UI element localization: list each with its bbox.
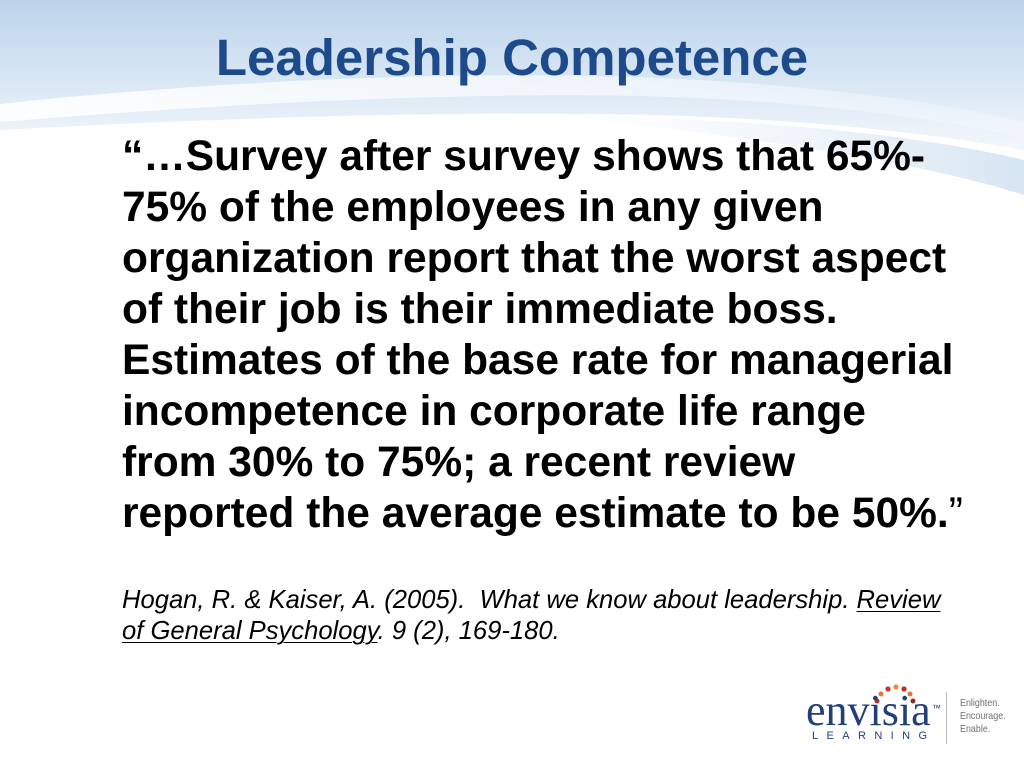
logo-dot (907, 691, 913, 697)
quote-line: organization report that the worst aspec… (122, 235, 947, 282)
closing-quote-mark: ” (948, 490, 963, 537)
logo-dot (910, 698, 916, 704)
citation: Hogan, R. & Kaiser, A. (2005). What we k… (122, 585, 940, 647)
quote-block: “…Survey after survey shows that 65%- 75… (122, 131, 963, 539)
logo-subtitle: LEARNING (812, 730, 936, 742)
tagline-line: Encourage. (960, 710, 1006, 722)
citation-authors-title: Hogan, R. & Kaiser, A. (2005). What we k… (122, 586, 857, 614)
trademark-symbol: ™ (932, 703, 941, 713)
logo-dot (885, 686, 891, 692)
slide-title: Leadership Competence (215, 29, 809, 86)
citation-line-1: Hogan, R. & Kaiser, A. (2005). What we k… (122, 585, 940, 616)
quote-line: “…Survey after survey shows that 65%- (122, 133, 926, 180)
logo-wordmark: envisia (806, 686, 931, 735)
citation-volume-pages: . 9 (2), 169-180. (377, 617, 560, 645)
header-wave-background (0, 0, 1024, 195)
logo-dot (874, 698, 880, 704)
citation-line-2: of General Psychology. 9 (2), 169-180. (122, 616, 940, 647)
logo-dot (878, 691, 884, 697)
quote-last-line-text: reported the average estimate to be 50%. (122, 490, 949, 537)
quote-line: of their job is their immediate boss. (122, 286, 838, 333)
tagline-line: Enlighten. (960, 697, 1000, 709)
logo-dot (901, 686, 907, 692)
logo-dot (893, 684, 899, 690)
header-band (0, 0, 1024, 150)
logo-divider (946, 692, 947, 744)
logo-tagline: Enlighten. Encourage. Enable. (960, 697, 1006, 736)
quote-line: Estimates of the base rate for manageria… (122, 337, 954, 384)
quote-line: incompetence in corporate life range (122, 388, 866, 435)
header-swoosh (0, 75, 1024, 138)
tagline-line: Enable. (960, 723, 991, 735)
quote-line: from 30% to 75%; a recent review (122, 439, 796, 486)
quote-line: 75% of the employees in any given (122, 184, 824, 231)
header-right-fade (560, 116, 1024, 195)
citation-journal-part-2: of General Psychology (122, 617, 378, 645)
quote-last-line: reported the average estimate to be 50%.… (122, 488, 963, 539)
logo-dots-icon (874, 684, 916, 704)
citation-journal-part-1: Review (856, 586, 941, 614)
